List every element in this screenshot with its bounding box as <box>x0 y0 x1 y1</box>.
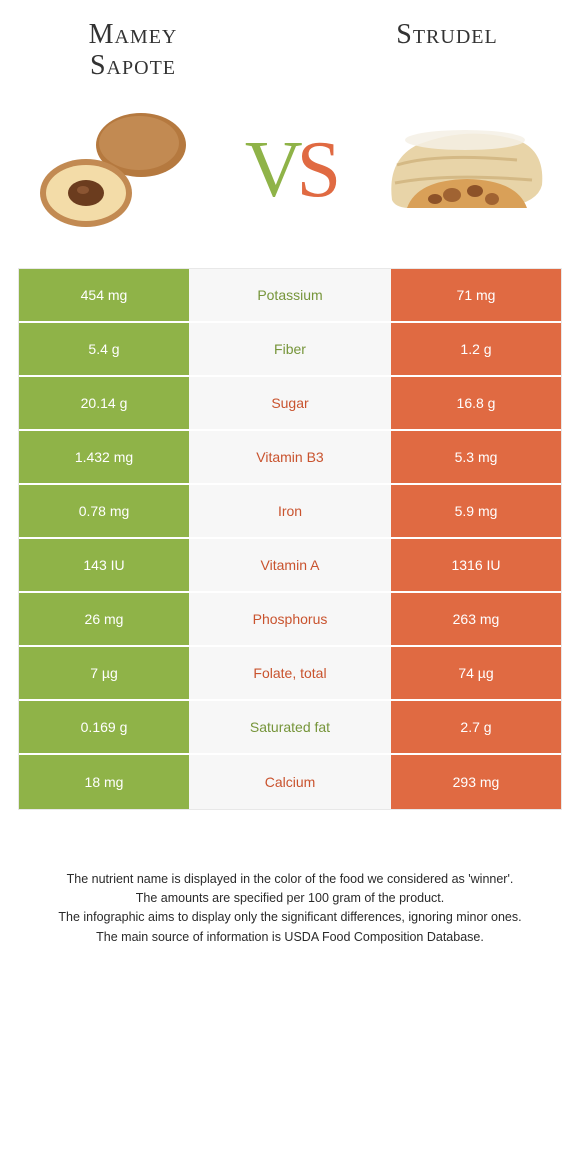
table-row: 454 mgPotassium71 mg <box>19 269 561 323</box>
left-value: 0.169 g <box>19 701 189 753</box>
table-row: 1.432 mgVitamin B35.3 mg <box>19 431 561 485</box>
nutrient-label: Iron <box>189 485 391 537</box>
left-value: 7 µg <box>19 647 189 699</box>
nutrient-label: Sugar <box>189 377 391 429</box>
right-value: 74 µg <box>391 647 561 699</box>
right-value: 5.3 mg <box>391 431 561 483</box>
nutrient-label: Phosphorus <box>189 593 391 645</box>
food-image-right <box>377 100 552 240</box>
footer-line: The infographic aims to display only the… <box>38 908 542 927</box>
left-value: 26 mg <box>19 593 189 645</box>
right-value: 1.2 g <box>391 323 561 375</box>
right-value: 2.7 g <box>391 701 561 753</box>
nutrient-label: Fiber <box>189 323 391 375</box>
right-value: 1316 IU <box>391 539 561 591</box>
left-value: 1.432 mg <box>19 431 189 483</box>
left-value: 454 mg <box>19 269 189 321</box>
right-value: 263 mg <box>391 593 561 645</box>
vs-v: V <box>245 126 297 214</box>
table-row: 18 mgCalcium293 mg <box>19 755 561 809</box>
nutrient-label: Calcium <box>189 755 391 809</box>
title-right: Strudel <box>357 20 537 51</box>
table-row: 143 IUVitamin A1316 IU <box>19 539 561 593</box>
left-value: 18 mg <box>19 755 189 809</box>
right-value: 16.8 g <box>391 377 561 429</box>
table-row: 0.78 mgIron5.9 mg <box>19 485 561 539</box>
vs-label: VS <box>245 130 335 210</box>
table-row: 5.4 gFiber1.2 g <box>19 323 561 377</box>
right-value: 71 mg <box>391 269 561 321</box>
left-value: 20.14 g <box>19 377 189 429</box>
table-row: 20.14 gSugar16.8 g <box>19 377 561 431</box>
nutrient-label: Folate, total <box>189 647 391 699</box>
footer-line: The main source of information is USDA F… <box>38 928 542 947</box>
footer-notes: The nutrient name is displayed in the co… <box>18 870 562 978</box>
nutrient-label: Potassium <box>189 269 391 321</box>
nutrient-label: Saturated fat <box>189 701 391 753</box>
food-image-left <box>28 100 203 240</box>
left-value: 0.78 mg <box>19 485 189 537</box>
title-left: Mamey Sapote <box>43 20 223 82</box>
footer-line: The nutrient name is displayed in the co… <box>38 870 542 889</box>
table-row: 0.169 gSaturated fat2.7 g <box>19 701 561 755</box>
nutrient-label: Vitamin B3 <box>189 431 391 483</box>
nutrient-table: 454 mgPotassium71 mg5.4 gFiber1.2 g20.14… <box>18 268 562 810</box>
footer-line: The amounts are specified per 100 gram o… <box>38 889 542 908</box>
nutrient-label: Vitamin A <box>189 539 391 591</box>
right-value: 293 mg <box>391 755 561 809</box>
table-row: 7 µgFolate, total74 µg <box>19 647 561 701</box>
table-row: 26 mgPhosphorus263 mg <box>19 593 561 647</box>
left-value: 143 IU <box>19 539 189 591</box>
right-value: 5.9 mg <box>391 485 561 537</box>
vs-s: S <box>297 126 336 214</box>
left-value: 5.4 g <box>19 323 189 375</box>
